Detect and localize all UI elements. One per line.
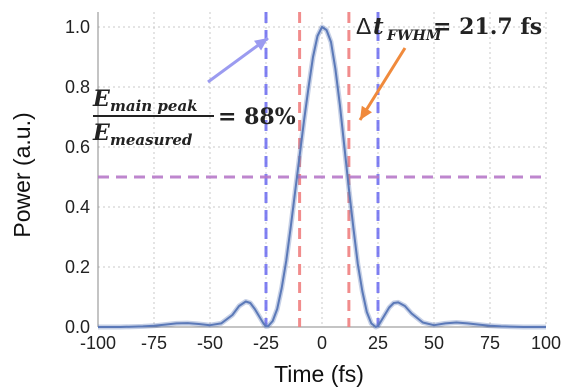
x-tick-label: 75 bbox=[480, 333, 500, 353]
energy-numerator-sub: main peak bbox=[110, 97, 198, 115]
energy-numerator-base: E bbox=[92, 86, 111, 112]
fwhm-annotation: Δ t FWHM = 21.7 fs bbox=[356, 13, 542, 44]
series-line bbox=[98, 26, 546, 328]
fwhm-arrow bbox=[358, 47, 407, 121]
x-tick-label: -50 bbox=[197, 333, 223, 353]
x-tick-label: -100 bbox=[80, 333, 116, 353]
y-tick-labels: 0.0 0.2 0.4 0.6 0.8 1.0 bbox=[65, 17, 90, 337]
y-tick-label: 0.4 bbox=[65, 197, 90, 217]
fwhm-delta: Δ bbox=[356, 13, 371, 39]
x-tick-label: -75 bbox=[141, 333, 167, 353]
y-tick-label: 1.0 bbox=[65, 17, 90, 37]
energy-arrow-head bbox=[254, 38, 268, 51]
x-tick-labels: -100 -75 -50 -25 0 25 50 75 100 bbox=[80, 333, 561, 353]
reference-lines bbox=[98, 12, 546, 327]
energy-ratio-annotation: E main peak E measured = 88% bbox=[92, 86, 296, 149]
y-tick-label: 0.2 bbox=[65, 257, 90, 277]
y-axis-label: Power (a.u.) bbox=[9, 112, 35, 237]
fwhm-value: = 21.7 fs bbox=[433, 14, 542, 40]
energy-ratio-value: = 88% bbox=[218, 104, 296, 130]
energy-denominator-sub: measured bbox=[110, 131, 193, 149]
x-tick-label: 100 bbox=[531, 333, 561, 353]
grid-lines bbox=[97, 12, 547, 328]
fwhm-arrow-head bbox=[360, 105, 372, 120]
x-tick-label: -25 bbox=[253, 333, 279, 353]
energy-denominator-base: E bbox=[92, 120, 111, 146]
x-tick-label: 25 bbox=[368, 333, 388, 353]
y-tick-label: 0.6 bbox=[65, 137, 90, 157]
annotation-arrows bbox=[207, 36, 407, 121]
y-tick-label: 0.0 bbox=[65, 317, 90, 337]
x-tick-label: 0 bbox=[317, 333, 327, 353]
x-axis-label: Time (fs) bbox=[274, 361, 364, 387]
x-tick-label: 50 bbox=[424, 333, 444, 353]
fwhm-sub: FWHM bbox=[386, 28, 442, 44]
series-group bbox=[98, 24, 546, 330]
axes bbox=[97, 12, 546, 328]
fwhm-base: t bbox=[373, 13, 384, 40]
y-tick-label: 0.8 bbox=[65, 77, 90, 97]
